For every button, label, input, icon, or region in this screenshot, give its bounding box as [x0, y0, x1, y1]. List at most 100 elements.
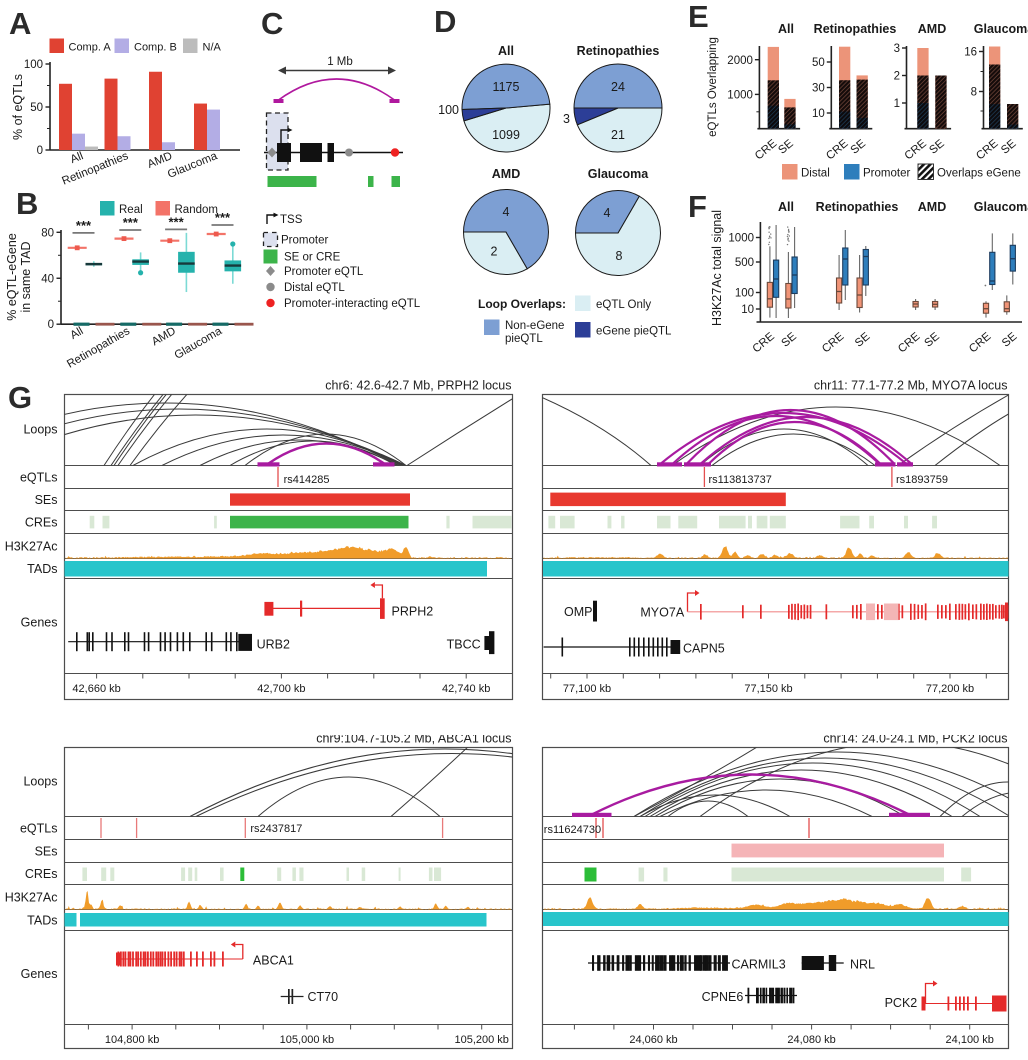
svg-text:1: 1	[894, 98, 900, 110]
svg-text:H3K27Ac: H3K27Ac	[5, 540, 58, 554]
svg-text:Genes: Genes	[21, 967, 58, 981]
svg-text:Overlaps eGene: Overlaps eGene	[937, 168, 1021, 180]
svg-text:rs11624730: rs11624730	[544, 824, 601, 836]
svg-text:SE: SE	[927, 137, 947, 156]
svg-text:Promoter: Promoter	[863, 168, 910, 180]
svg-text:SEs: SEs	[35, 845, 58, 859]
svg-text:SE: SE	[999, 137, 1019, 156]
svg-text:eQTL Only: eQTL Only	[596, 299, 651, 311]
svg-text:Genes: Genes	[21, 616, 58, 630]
svg-text:Real: Real	[119, 204, 143, 216]
svg-text:77,150 kb: 77,150 kb	[744, 683, 792, 695]
svg-text:16: 16	[964, 47, 977, 59]
svg-text:24: 24	[611, 80, 625, 94]
svg-text:8: 8	[616, 249, 623, 263]
svg-text:Retinopathies: Retinopathies	[816, 200, 899, 214]
svg-text:Glaucoma: Glaucoma	[974, 22, 1028, 36]
svg-text:***: ***	[76, 218, 92, 233]
svg-text:10: 10	[741, 304, 754, 316]
svg-text:All: All	[778, 22, 794, 36]
svg-text:40: 40	[41, 273, 54, 285]
svg-text:All: All	[69, 150, 85, 166]
svg-text:105,000 kb: 105,000 kb	[280, 1034, 334, 1046]
svg-text:CRE: CRE	[974, 137, 1001, 162]
svg-text:1 Mb: 1 Mb	[327, 56, 353, 68]
svg-text:H3K27Ac: H3K27Ac	[5, 891, 58, 905]
svg-text:2000: 2000	[727, 55, 753, 67]
svg-text:chr14: 24.0-24.1 Mb, PCK2 locu: chr14: 24.0-24.1 Mb, PCK2 locus	[823, 735, 1007, 746]
svg-text:OMP: OMP	[564, 605, 592, 619]
svg-text:AMD: AMD	[918, 200, 946, 214]
svg-text:Distal: Distal	[801, 168, 830, 180]
svg-text:TADs: TADs	[27, 562, 57, 576]
svg-text:AMD: AMD	[492, 167, 520, 181]
svg-text:Distal eQTL: Distal eQTL	[284, 282, 345, 294]
svg-text:CREs: CREs	[25, 516, 58, 530]
svg-text:eQTLs: eQTLs	[20, 471, 58, 485]
svg-text:CRE: CRE	[751, 330, 778, 355]
svg-text:SE: SE	[1000, 330, 1020, 349]
svg-text:chr9:104.7-105.2 Mb, ABCA1 loc: chr9:104.7-105.2 Mb, ABCA1 locus	[316, 735, 511, 746]
svg-text:SE: SE	[779, 330, 799, 349]
svg-text:TSS: TSS	[280, 214, 303, 226]
svg-text:pieQTL: pieQTL	[505, 333, 543, 345]
svg-text:10: 10	[812, 108, 825, 120]
svg-text:CRE: CRE	[903, 137, 930, 162]
svg-text:2: 2	[894, 71, 900, 83]
svg-text:21: 21	[611, 128, 625, 142]
svg-text:CRE: CRE	[753, 137, 780, 162]
svg-text:TADs: TADs	[27, 914, 57, 928]
svg-text:Retinopathies: Retinopathies	[577, 44, 660, 58]
svg-text:***: ***	[123, 215, 139, 230]
svg-text:***: ***	[215, 210, 231, 225]
svg-text:CRE: CRE	[967, 330, 994, 355]
svg-text:42,660 kb: 42,660 kb	[72, 683, 120, 695]
svg-text:SE: SE	[776, 137, 796, 156]
svg-text:% eQTL-eGene: % eQTL-eGene	[5, 233, 19, 321]
svg-text:CRE: CRE	[820, 330, 847, 355]
svg-text:1000: 1000	[727, 90, 753, 102]
svg-text:Comp. A: Comp. A	[69, 42, 112, 54]
svg-text:SE: SE	[853, 330, 873, 349]
svg-text:Non-eGene: Non-eGene	[505, 320, 564, 332]
svg-text:PCK2: PCK2	[885, 996, 918, 1010]
svg-text:rs2437817: rs2437817	[250, 823, 302, 835]
svg-text:24,100 kb: 24,100 kb	[946, 1034, 994, 1046]
svg-text:Loop Overlaps:: Loop Overlaps:	[478, 297, 566, 311]
svg-text:Promoter eQTL: Promoter eQTL	[284, 266, 364, 278]
svg-text:***: ***	[169, 214, 185, 229]
svg-text:100: 100	[24, 59, 43, 71]
svg-text:CARMIL3: CARMIL3	[732, 958, 786, 972]
svg-text:rs1893759: rs1893759	[896, 474, 948, 486]
svg-text:CRE: CRE	[824, 137, 851, 162]
svg-text:Retinopathies: Retinopathies	[814, 22, 897, 36]
svg-text:ABCA1: ABCA1	[253, 954, 294, 968]
svg-text:CT70: CT70	[308, 990, 339, 1004]
svg-text:SE: SE	[849, 137, 869, 156]
svg-text:77,100 kb: 77,100 kb	[563, 683, 611, 695]
svg-text:Promoter: Promoter	[281, 235, 328, 247]
svg-text:SEs: SEs	[35, 493, 58, 507]
svg-text:CAPN5: CAPN5	[683, 642, 725, 656]
svg-text:Glaucoma: Glaucoma	[173, 325, 225, 362]
svg-text:eQTLs Overlapping: eQTLs Overlapping	[707, 37, 719, 137]
svg-text:3: 3	[563, 112, 570, 126]
svg-text:1000: 1000	[728, 233, 754, 245]
svg-text:in same TAD: in same TAD	[19, 241, 33, 312]
svg-text:Glaucoma: Glaucoma	[974, 200, 1028, 214]
svg-text:105,200 kb: 105,200 kb	[454, 1034, 508, 1046]
svg-text:Comp. B: Comp. B	[134, 42, 177, 54]
svg-text:CREs: CREs	[25, 867, 58, 881]
svg-text:H3K27Ac total signal: H3K27Ac total signal	[710, 210, 724, 326]
svg-text:24,080 kb: 24,080 kb	[787, 1034, 835, 1046]
svg-text:All: All	[778, 200, 794, 214]
svg-text:3: 3	[894, 43, 900, 55]
svg-text:30: 30	[812, 83, 825, 95]
svg-text:CPNE6: CPNE6	[702, 990, 744, 1004]
svg-text:N/A: N/A	[203, 42, 222, 54]
svg-text:100: 100	[735, 288, 754, 300]
svg-text:24,060 kb: 24,060 kb	[629, 1034, 677, 1046]
svg-text:500: 500	[735, 257, 754, 269]
svg-text:All: All	[498, 44, 514, 58]
svg-text:Glaucoma: Glaucoma	[166, 150, 220, 181]
